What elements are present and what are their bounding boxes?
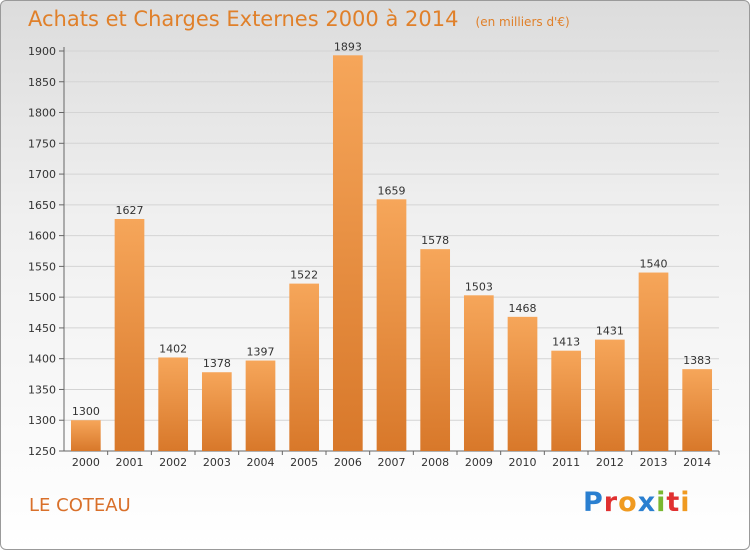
y-tick-label: 1250 <box>28 445 56 458</box>
y-tick-label: 1700 <box>28 168 56 181</box>
bar-2014[interactable] <box>682 369 713 451</box>
y-tick-label: 1450 <box>28 322 56 335</box>
logo-letter: t <box>666 487 681 518</box>
x-tick-label: 2008 <box>421 456 449 469</box>
value-label: 1540 <box>640 258 668 271</box>
x-tick-label: 2007 <box>378 456 406 469</box>
bar-2005[interactable] <box>289 283 320 451</box>
bar-2009[interactable] <box>463 295 494 451</box>
bar-2006[interactable] <box>332 55 363 452</box>
bar-2010[interactable] <box>507 316 538 451</box>
chart-title-block: Achats et Charges Externes 2000 à 2014 (… <box>28 7 570 31</box>
bars <box>70 55 713 452</box>
x-tick-label: 2006 <box>334 456 362 469</box>
y-tick-label: 1350 <box>28 383 56 396</box>
logo-letter: x <box>637 487 657 518</box>
logo-letter: r <box>603 487 619 518</box>
logo-letter: P <box>583 487 604 518</box>
bar-2008[interactable] <box>420 249 451 451</box>
value-label: 1397 <box>247 346 275 359</box>
x-tick-label: 2001 <box>116 456 144 469</box>
chart-title: Achats et Charges Externes 2000 à 2014 <box>28 7 459 31</box>
logo-letter: o <box>618 487 638 518</box>
bar-2001[interactable] <box>114 219 145 451</box>
y-tick-label: 1750 <box>28 137 56 150</box>
x-tick-label: 2005 <box>290 456 318 469</box>
bar-2003[interactable] <box>201 372 232 451</box>
x-tick-label: 2013 <box>640 456 668 469</box>
city-name: LE COTEAU <box>29 495 131 516</box>
value-label: 1578 <box>421 234 449 247</box>
bar-2007[interactable] <box>376 199 407 451</box>
x-tick-label: 2000 <box>72 456 100 469</box>
value-label: 1522 <box>290 269 318 282</box>
chart-subtitle: (en milliers d'€) <box>475 15 570 29</box>
bar-2011[interactable] <box>551 350 582 451</box>
value-label: 1659 <box>378 184 406 197</box>
y-tick-label: 1600 <box>28 230 56 243</box>
x-tick-label: 2009 <box>465 456 493 469</box>
x-tick-label: 2014 <box>683 456 711 469</box>
bar-2013[interactable] <box>638 272 669 451</box>
labels: 1250 1300 1350 1400 1450 1500 1550 1600 1650 1700… <box>28 40 711 469</box>
y-tick-label: 1500 <box>28 291 56 304</box>
value-label: 1300 <box>72 405 100 418</box>
bar-2000[interactable] <box>70 420 101 451</box>
x-tick-label: 2004 <box>247 456 275 469</box>
x-tick-label: 2012 <box>596 456 624 469</box>
bar-2002[interactable] <box>158 357 189 451</box>
bar-2012[interactable] <box>594 339 625 451</box>
value-label: 1383 <box>683 354 711 367</box>
value-label: 1893 <box>334 40 362 53</box>
y-tick-label: 1850 <box>28 76 56 89</box>
x-tick-label: 2010 <box>509 456 537 469</box>
value-label: 1468 <box>509 302 537 315</box>
x-tick-label: 2002 <box>159 456 187 469</box>
value-label: 1378 <box>203 357 231 370</box>
y-tick-label: 1400 <box>28 353 56 366</box>
bar-2004[interactable] <box>245 360 276 451</box>
x-tick-label: 2003 <box>203 456 231 469</box>
value-label: 1627 <box>116 204 144 217</box>
proxiti-logo[interactable]: Proxiti <box>583 487 691 518</box>
y-tick-label: 1800 <box>28 107 56 120</box>
y-tick-label: 1300 <box>28 414 56 427</box>
logo-letter: i <box>656 487 667 518</box>
value-label: 1431 <box>596 325 624 338</box>
y-tick-label: 1650 <box>28 199 56 212</box>
y-tick-label: 1900 <box>28 45 56 58</box>
y-tick-label: 1550 <box>28 260 56 273</box>
value-label: 1503 <box>465 280 493 293</box>
x-tick-label: 2011 <box>552 456 580 469</box>
logo-letter: i <box>680 487 691 518</box>
value-label: 1413 <box>552 336 580 349</box>
value-label: 1402 <box>159 342 187 355</box>
